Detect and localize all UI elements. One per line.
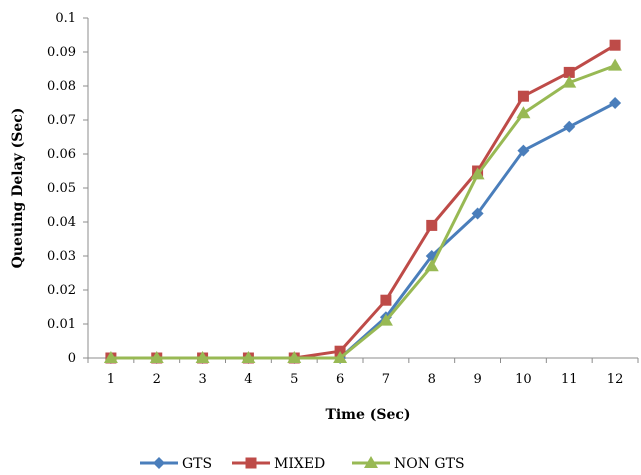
data-point-non-gts [333, 351, 348, 363]
data-point-mixed [426, 219, 438, 231]
y-tick-label: 0.03 [47, 249, 76, 264]
data-point-non-gts [470, 167, 485, 180]
y-tick-label: 0.02 [47, 283, 76, 298]
data-point-non-gts [562, 75, 577, 88]
data-point-non-gts [195, 351, 210, 363]
legend-marker [364, 456, 378, 468]
data-point-mixed [609, 39, 621, 51]
data-point-non-gts [103, 351, 118, 363]
legend-item-mixed: MIXED [232, 456, 325, 472]
data-point-non-gts [149, 351, 164, 363]
data-point-non-gts [608, 58, 623, 71]
data-point-non-gts [516, 106, 531, 119]
series-line-non-gts [110, 64, 616, 360]
y-tick-label: 0.06 [47, 147, 76, 162]
legend-label: GTS [182, 456, 212, 472]
data-point-mixed [563, 66, 575, 78]
data-point-non-gts [424, 259, 439, 272]
x-tick-label: 3 [198, 372, 206, 387]
y-axis-ticks: 0 0.01 0.02 0.03 0.04 0.05 0.06 0.07 0.08 0.09 0.1 [47, 11, 88, 366]
data-point-gts [517, 144, 530, 157]
x-tick-label: 11 [561, 372, 578, 387]
data-point-gts [471, 207, 484, 220]
y-tick-label: 0.01 [47, 317, 76, 332]
y-tick-label: 0.09 [47, 45, 76, 60]
data-point-gts [609, 97, 622, 109]
series-non-gts [103, 58, 623, 363]
x-axis-title: Time (Sec) [325, 407, 410, 423]
x-tick-label: 2 [153, 372, 161, 387]
x-tick-label: 5 [290, 372, 298, 387]
y-tick-label: 0.1 [55, 11, 76, 26]
series-layer [103, 39, 623, 364]
data-point-non-gts [378, 313, 393, 326]
legend-marker [245, 457, 257, 469]
legend: GTS MIXED NON GTS [140, 456, 465, 472]
series-mixed [105, 39, 621, 364]
data-point-gts [563, 120, 576, 133]
data-point-mixed [517, 90, 529, 102]
legend-item-non-gts: NON GTS [352, 456, 465, 472]
y-axis-title: Queuing Delay (Sec) [10, 108, 26, 269]
y-tick-label: 0.07 [47, 113, 76, 128]
x-tick-label: 8 [428, 372, 436, 387]
series-line-gts [110, 101, 616, 360]
legend-item-gts: GTS [140, 456, 212, 472]
x-tick-label: 10 [515, 372, 532, 387]
x-tick-label: 9 [473, 372, 481, 387]
y-tick-label: 0.04 [47, 215, 76, 230]
series-line-mixed [110, 43, 616, 360]
y-tick-label: 0 [68, 351, 76, 366]
x-tick-label: 12 [607, 372, 624, 387]
data-point-non-gts [287, 351, 302, 363]
legend-marker [153, 457, 165, 469]
data-point-mixed [380, 294, 392, 306]
data-point-non-gts [241, 351, 256, 363]
x-tick-label: 4 [244, 372, 252, 387]
x-tick-label: 1 [107, 372, 115, 387]
x-tick-label: 7 [382, 372, 390, 387]
x-axis-ticks: 1 2 3 4 5 6 7 8 9 10 11 12 [87, 358, 639, 387]
y-tick-label: 0.08 [47, 79, 76, 94]
legend-label: MIXED [274, 456, 325, 472]
y-tick-label: 0.05 [47, 181, 76, 196]
x-tick-label: 6 [336, 372, 344, 387]
legend-label: NON GTS [394, 456, 465, 472]
